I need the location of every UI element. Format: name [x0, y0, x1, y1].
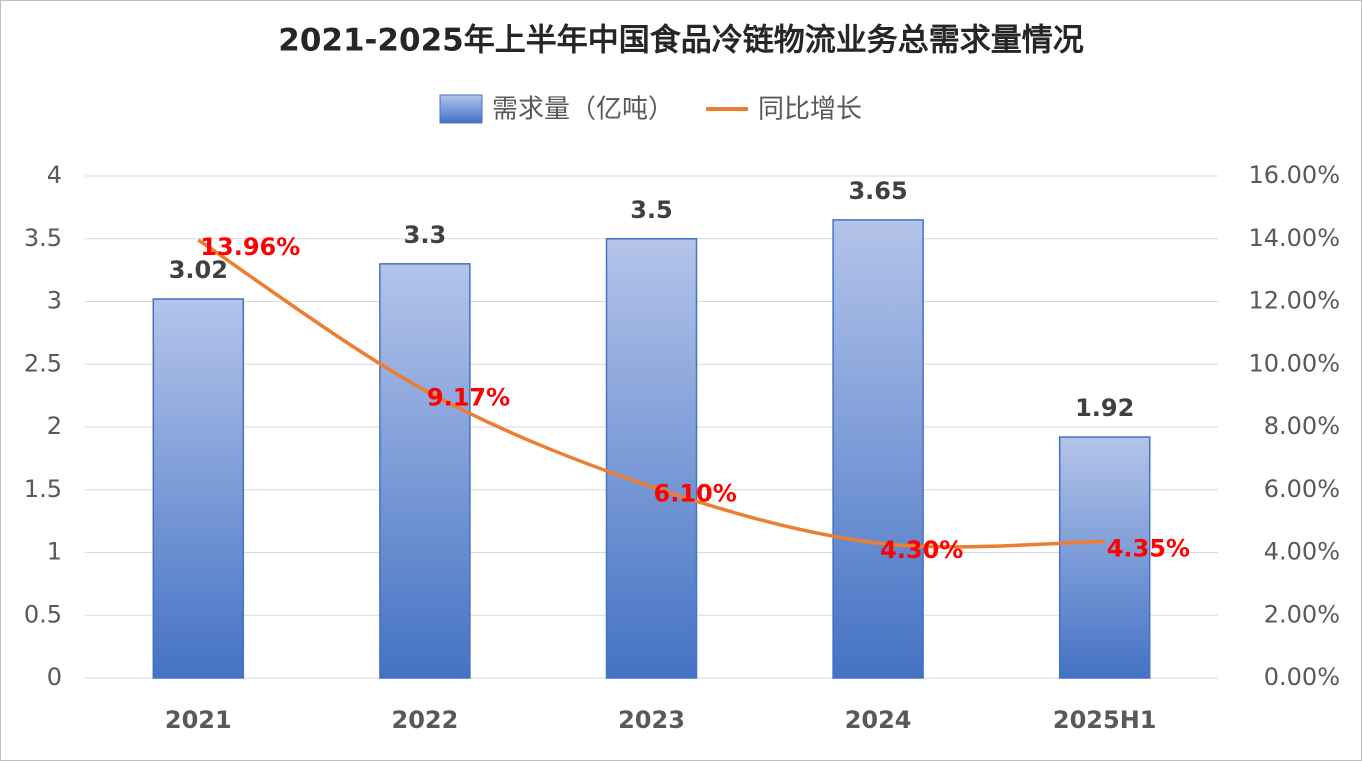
- y2-tick-label: 8.00%: [1264, 412, 1340, 440]
- y-tick-label: 1.5: [24, 475, 62, 503]
- bar: [605, 238, 698, 679]
- y-tick-label: 3.5: [24, 224, 62, 252]
- y-tick-label: 1: [47, 538, 62, 566]
- y2-tick-label: 6.00%: [1264, 475, 1340, 503]
- y-tick-label: 2: [47, 412, 62, 440]
- bar: [152, 298, 245, 679]
- bar-value-label: 1.92: [1075, 394, 1134, 422]
- y2-tick-label: 14.00%: [1248, 224, 1340, 252]
- x-tick-label: 2025H1: [1053, 706, 1157, 734]
- y2-tick-label: 2.00%: [1264, 600, 1340, 628]
- x-tick-label: 2022: [392, 706, 459, 734]
- bar: [1058, 436, 1151, 679]
- legend: 需求量（亿吨） 同比增长: [439, 94, 862, 125]
- line-value-label: 4.30%: [880, 536, 963, 564]
- line-value-label: 6.10%: [654, 480, 737, 508]
- legend-label: 同比增长: [758, 95, 862, 125]
- bar: [832, 219, 924, 679]
- y2-tick-label: 16.00%: [1248, 161, 1340, 189]
- legend-swatch: [439, 94, 483, 124]
- x-tick-label: 2021: [165, 706, 232, 734]
- bar-value-label: 3.02: [169, 256, 228, 284]
- legend-label: 需求量（亿吨）: [492, 95, 674, 125]
- bar-value-label: 3.3: [404, 221, 447, 249]
- bar: [379, 263, 471, 679]
- line-value-label: 4.35%: [1107, 535, 1190, 563]
- y-tick-label: 4: [47, 161, 62, 189]
- y2-tick-label: 10.00%: [1248, 349, 1340, 377]
- line-value-label: 9.17%: [427, 383, 510, 411]
- y-tick-label: 0: [47, 663, 62, 691]
- x-tick-label: 2024: [845, 706, 912, 734]
- y-tick-label: 3: [47, 287, 62, 315]
- y-tick-label: 0.5: [24, 600, 62, 628]
- x-tick-label: 2023: [618, 706, 685, 734]
- y2-tick-label: 0.00%: [1264, 663, 1340, 691]
- y2-tick-label: 12.00%: [1248, 287, 1340, 315]
- line-value-label: 13.96%: [200, 233, 300, 261]
- bar-value-label: 3.65: [848, 177, 907, 205]
- y2-tick-label: 4.00%: [1264, 538, 1340, 566]
- y-tick-label: 2.5: [24, 349, 62, 377]
- line: [197, 238, 1105, 549]
- bar-value-label: 3.5: [630, 196, 673, 224]
- chart-title: 2021-2025年上半年中国食品冷链物流业务总需求量情况: [278, 23, 1083, 59]
